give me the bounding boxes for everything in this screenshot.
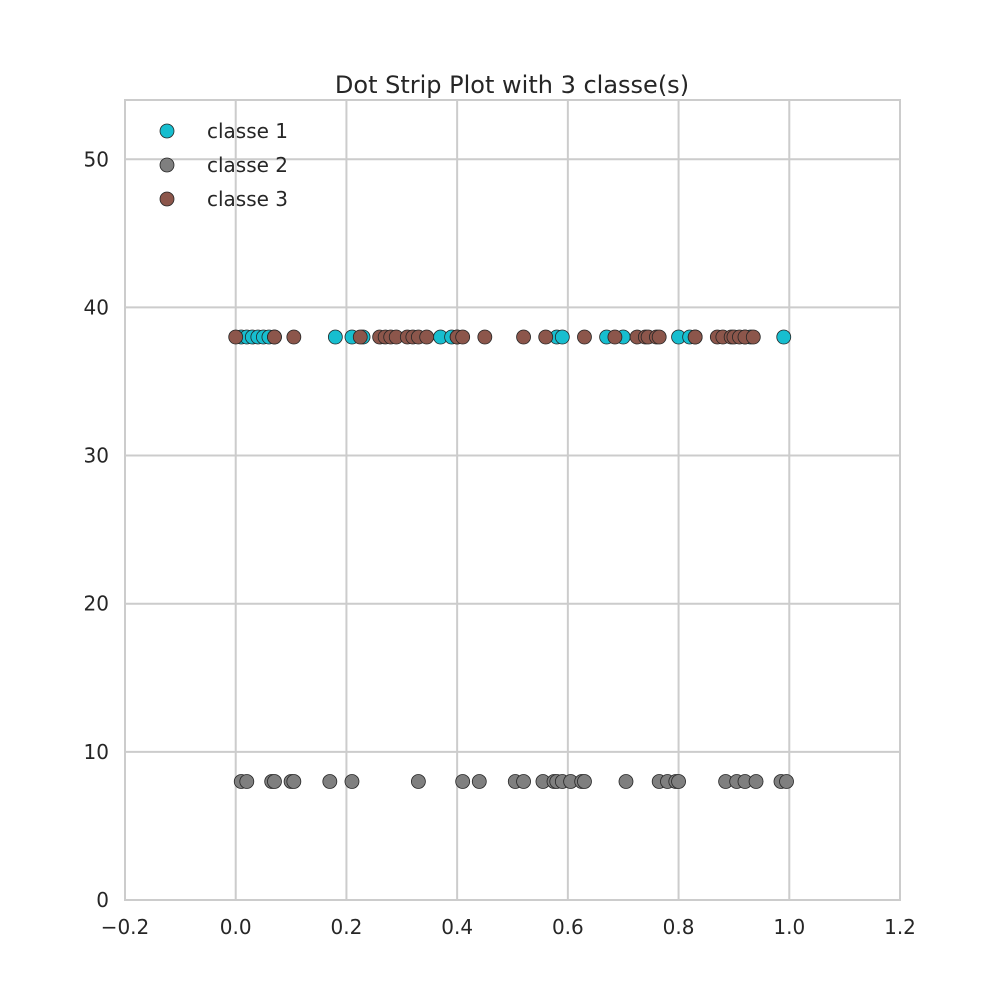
point-series-2 — [671, 774, 686, 789]
y-axis-ticks: 0 10 20 30 40 50 — [84, 147, 109, 912]
grid-lines — [124, 100, 901, 901]
point-series-1 — [554, 329, 570, 345]
chart-title: Dot Strip Plot with 3 classe(s) — [335, 71, 689, 99]
legend-label-3: classe 3 — [207, 187, 288, 211]
legend-marker-1 — [159, 123, 175, 139]
x-tick-label: 0.6 — [552, 915, 584, 939]
legend-marker-3 — [159, 191, 175, 207]
point-series-1 — [776, 329, 792, 345]
point-series-3 — [745, 329, 761, 345]
x-tick-label: 1.2 — [884, 915, 916, 939]
point-series-3 — [607, 329, 623, 345]
point-series-3 — [228, 329, 244, 345]
x-tick-label: 0.2 — [331, 915, 363, 939]
x-tick-label: 1.0 — [773, 915, 805, 939]
x-tick-label: 0.8 — [663, 915, 695, 939]
legend: classe 1 classe 2 classe 3 — [159, 119, 288, 211]
y-tick-label: 10 — [84, 740, 109, 764]
data-points — [228, 329, 794, 789]
point-series-3 — [419, 329, 435, 345]
point-series-2 — [748, 774, 764, 789]
y-tick-label: 50 — [84, 147, 109, 171]
plot-area-frame — [124, 99, 901, 901]
point-series-3 — [477, 329, 493, 345]
point-series-3 — [352, 329, 368, 345]
point-series-3 — [286, 329, 302, 345]
point-series-3 — [516, 329, 531, 345]
legend-label-2: classe 2 — [207, 153, 288, 177]
point-series-2 — [618, 774, 634, 789]
y-tick-label: 40 — [84, 295, 109, 319]
point-series-2 — [471, 774, 487, 789]
x-tick-label: −0.2 — [101, 915, 150, 939]
point-series-2 — [455, 774, 471, 789]
y-tick-label: 20 — [84, 592, 109, 616]
point-series-2 — [267, 774, 282, 789]
point-series-2 — [239, 774, 255, 789]
point-series-2 — [779, 774, 794, 789]
point-series-3 — [687, 329, 703, 345]
point-series-2 — [286, 774, 302, 789]
x-tick-label: 0.4 — [441, 915, 473, 939]
y-tick-label: 0 — [96, 888, 109, 912]
y-tick-label: 30 — [84, 444, 109, 468]
point-series-3 — [651, 329, 667, 345]
legend-label-1: classe 1 — [207, 119, 288, 143]
point-series-2 — [322, 774, 338, 789]
point-series-2 — [410, 774, 426, 789]
point-series-3 — [577, 329, 592, 345]
x-axis-ticks: −0.2 0.0 0.2 0.4 0.6 0.8 1.0 1.2 — [101, 915, 916, 939]
point-series-3 — [455, 329, 471, 345]
point-series-3 — [267, 329, 282, 345]
legend-marker-2 — [159, 157, 175, 173]
point-series-2 — [577, 774, 592, 789]
point-series-3 — [538, 329, 554, 345]
x-tick-label: 0.0 — [220, 915, 252, 939]
point-series-2 — [344, 774, 360, 789]
point-series-1 — [327, 329, 343, 345]
point-series-2 — [516, 774, 531, 789]
